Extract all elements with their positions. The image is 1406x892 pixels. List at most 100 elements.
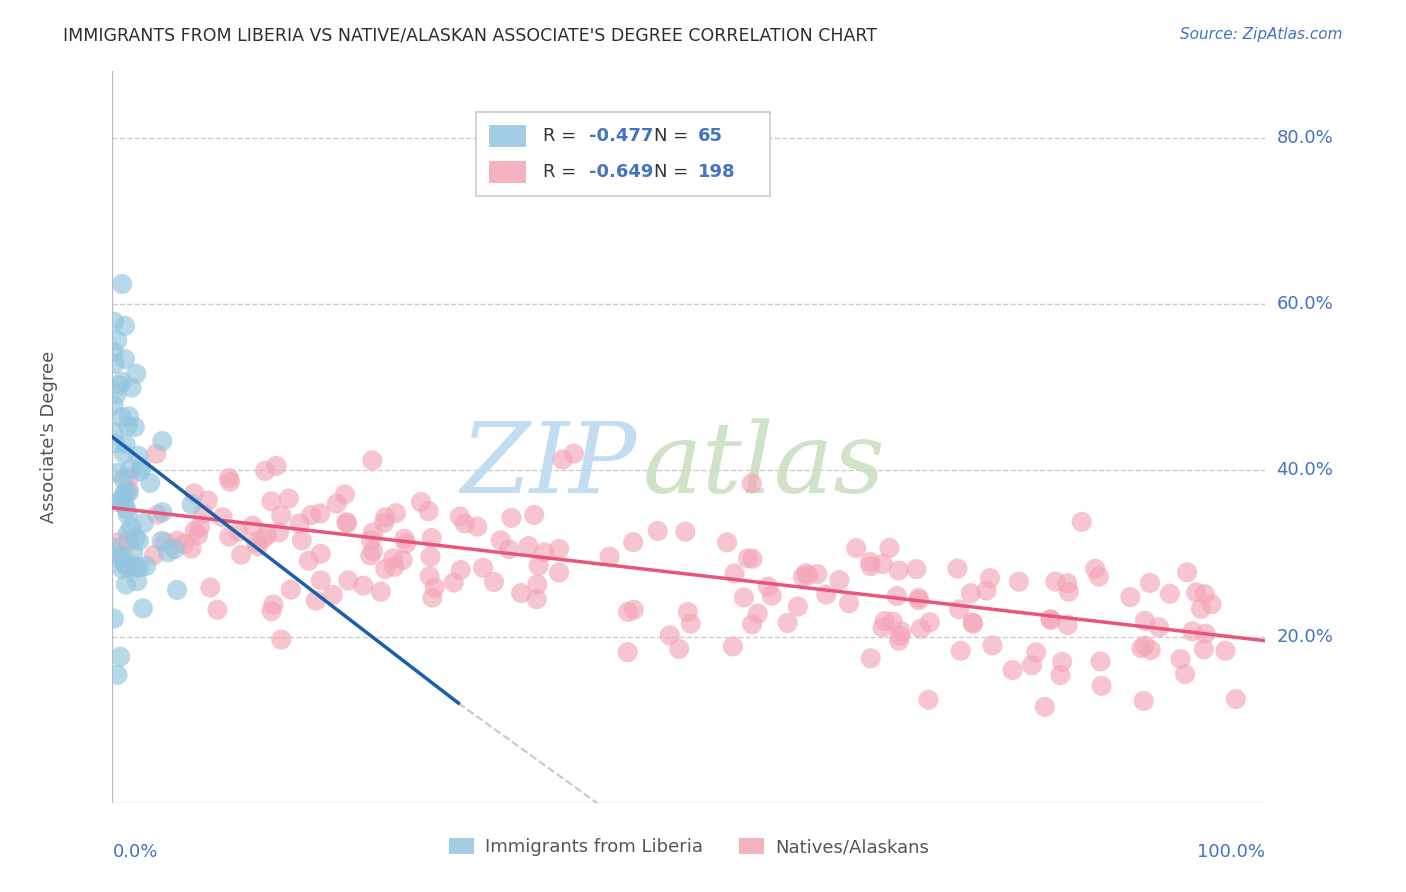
Point [107,668,129,682]
Point [733,591,755,605]
Point [150,434,173,448]
Point [623,603,645,617]
Point [1090,679,1112,693]
Point [668,642,690,657]
Point [1056,618,1078,632]
Point [392,532,415,546]
Point [450,563,472,577]
Point [859,555,882,569]
Point [1049,668,1071,682]
Text: R =: R = [543,127,582,145]
Point [621,535,644,549]
Point [112,447,135,461]
Point [1039,613,1062,627]
Point [150,533,173,548]
Text: 20.0%: 20.0% [1277,628,1333,646]
Point [219,475,242,489]
Point [114,486,136,500]
Point [905,562,928,576]
Point [721,640,744,654]
Point [325,497,347,511]
Point [676,605,699,619]
Point [1021,658,1043,673]
Point [370,584,392,599]
Point [449,509,471,524]
Point [418,504,440,518]
Point [1225,692,1247,706]
Text: 40.0%: 40.0% [1277,461,1333,479]
Point [859,559,882,574]
Point [252,532,274,546]
Point [277,491,299,506]
Point [373,516,395,530]
Point [335,515,357,529]
Point [747,607,769,621]
Point [108,495,131,509]
Point [333,487,356,501]
Point [120,520,142,534]
Text: -0.649: -0.649 [589,163,652,181]
Point [1088,569,1111,583]
Point [337,574,360,588]
Point [523,508,546,522]
Point [409,495,432,509]
Point [443,575,465,590]
Point [879,541,901,555]
Point [658,628,681,642]
Point [309,574,332,588]
Point [361,453,384,467]
Point [828,573,851,587]
Point [489,533,512,548]
Text: 65: 65 [699,127,723,145]
Text: R =: R = [543,163,582,181]
Text: 60.0%: 60.0% [1277,295,1333,313]
Point [103,399,125,413]
Point [166,533,188,548]
Point [887,564,910,578]
Point [150,505,173,519]
Point [962,616,984,631]
Point [122,558,145,573]
Point [155,535,177,549]
Point [616,645,638,659]
Point [482,574,505,589]
Point [246,539,269,553]
Point [679,616,702,631]
Point [737,551,759,566]
Point [976,583,998,598]
Point [533,545,555,559]
Point [143,548,166,562]
Point [1139,575,1161,590]
Point [1201,597,1223,611]
Point [1133,639,1156,653]
Point [917,692,939,706]
Point [548,541,571,556]
Point [910,622,932,636]
Point [267,525,290,540]
Point [110,410,132,425]
Point [419,549,441,564]
Point [873,614,896,628]
Point [260,494,283,508]
Point [125,367,148,381]
Point [108,378,131,392]
Point [382,559,405,574]
Point [1194,626,1216,640]
Point [562,447,585,461]
Point [1181,624,1204,639]
Point [132,601,155,615]
Text: 80.0%: 80.0% [1277,128,1333,147]
Point [391,553,413,567]
Point [117,485,139,500]
Point [908,593,931,607]
Point [1130,641,1153,656]
Point [187,528,209,542]
Point [756,580,779,594]
Point [117,534,139,549]
Point [981,639,1004,653]
Text: N =: N = [654,127,695,145]
Point [1174,667,1197,681]
Text: Associate's Degree: Associate's Degree [39,351,58,524]
Point [1147,620,1170,634]
Point [1185,585,1208,599]
